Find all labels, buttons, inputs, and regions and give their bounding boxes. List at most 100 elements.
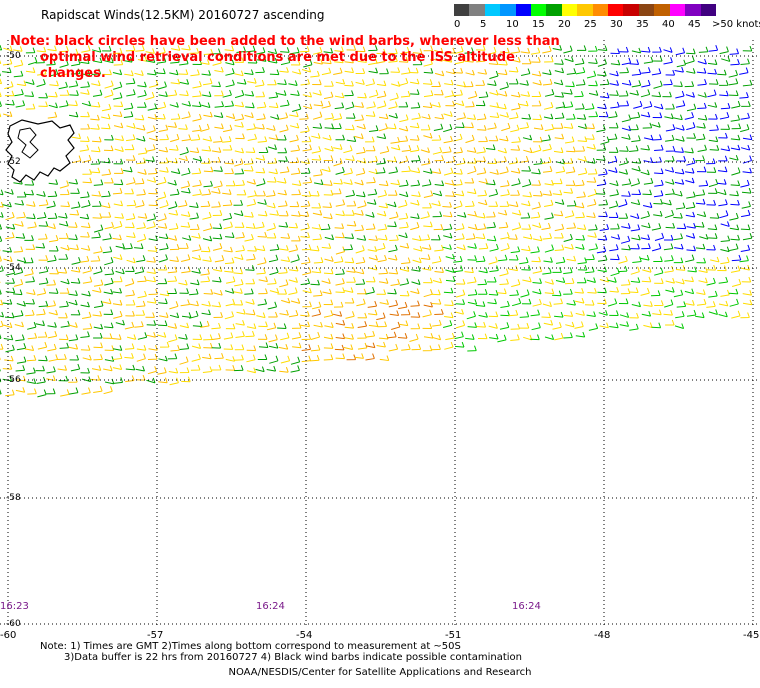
wind-barb	[499, 322, 510, 330]
wind-barb	[300, 278, 311, 286]
wind-barb	[619, 67, 629, 74]
wind-barb	[82, 311, 92, 319]
wind-barb	[467, 289, 478, 296]
wind-barb	[410, 300, 420, 307]
wind-barb	[434, 113, 445, 120]
wind-barb	[422, 202, 432, 209]
wind-barb	[279, 309, 289, 316]
wind-barb	[521, 200, 531, 207]
wind-barb	[202, 366, 213, 373]
wind-barb	[37, 341, 48, 350]
wind-barb	[224, 45, 235, 52]
wind-barb	[300, 125, 310, 133]
wind-barb	[444, 179, 455, 186]
wind-barb	[445, 156, 456, 164]
wind-barb	[675, 278, 685, 285]
wind-barb	[390, 278, 400, 286]
wind-barb	[368, 235, 378, 241]
wind-barb	[256, 312, 266, 319]
wind-barb	[158, 298, 168, 305]
wind-barb	[37, 212, 47, 220]
wind-barb	[68, 290, 78, 296]
wind-barb	[398, 77, 409, 86]
wind-barb	[93, 246, 103, 254]
wind-barb	[236, 46, 246, 53]
wind-barb	[69, 90, 79, 96]
wind-barb	[609, 244, 619, 252]
wind-barb	[234, 101, 245, 108]
wind-barb	[212, 266, 223, 272]
wind-barb	[685, 92, 695, 98]
falkland-islands-east	[17, 127, 39, 159]
wind-barb	[619, 100, 630, 107]
wind-barb	[685, 177, 695, 184]
wind-barb	[365, 136, 375, 143]
wind-barb	[93, 323, 104, 330]
wind-barb	[137, 290, 147, 299]
wind-barb	[399, 242, 410, 249]
wind-barb	[542, 233, 552, 240]
wind-barb	[24, 257, 34, 264]
wind-barb	[112, 334, 122, 340]
wind-barb	[178, 200, 188, 208]
wind-barb	[478, 199, 488, 206]
wind-barb	[246, 198, 257, 207]
wind-barb	[302, 144, 312, 152]
wind-barb	[203, 78, 213, 86]
wind-barb	[355, 245, 365, 254]
wind-barb	[356, 46, 366, 53]
wind-barb	[575, 310, 585, 316]
wind-barb	[312, 111, 323, 120]
wind-barb	[532, 288, 542, 295]
wind-barb	[290, 47, 300, 55]
legend-swatch	[500, 4, 516, 16]
wind-barb	[686, 191, 696, 199]
wind-barb	[575, 234, 586, 241]
wind-barb	[369, 125, 379, 132]
wind-barb	[266, 125, 276, 131]
wind-barb	[244, 234, 254, 242]
wind-barb	[642, 202, 653, 208]
wind-barb	[663, 310, 673, 316]
wind-barb	[13, 267, 24, 276]
wind-barb	[244, 69, 254, 75]
wind-barb	[598, 199, 609, 206]
wind-barb	[312, 209, 323, 216]
wind-barb	[80, 191, 90, 199]
wind-barb	[158, 355, 168, 362]
wind-barb	[92, 89, 103, 97]
wind-barb	[665, 319, 675, 326]
wind-barb	[444, 341, 454, 350]
wind-barb	[170, 345, 180, 352]
wind-barb	[289, 157, 300, 164]
wind-barb	[25, 103, 36, 110]
wind-barb	[213, 136, 223, 143]
wind-barb	[478, 267, 488, 274]
wind-barb	[189, 288, 199, 296]
wind-barb	[91, 47, 102, 53]
wind-barb	[278, 267, 288, 274]
wind-barb	[467, 224, 478, 230]
wind-barb	[281, 297, 291, 304]
wind-barb	[434, 47, 444, 54]
wind-barb	[36, 288, 47, 296]
wind-barb	[80, 245, 91, 251]
wind-barb	[200, 246, 211, 253]
wind-barb	[137, 213, 148, 219]
wind-barb	[564, 210, 575, 219]
wind-barb	[740, 58, 750, 65]
wind-barb	[323, 268, 334, 275]
wind-barb	[563, 123, 574, 129]
wind-barb	[0, 334, 2, 339]
wind-barb	[564, 243, 574, 250]
wind-barb	[709, 145, 720, 151]
wind-barb	[278, 200, 288, 208]
wind-barb	[410, 179, 421, 187]
wind-barb	[388, 254, 398, 261]
wind-barb	[245, 147, 256, 153]
wind-barb	[14, 221, 24, 227]
wind-barb	[170, 168, 181, 175]
wind-barb	[423, 132, 433, 139]
wind-barb	[685, 254, 695, 263]
wind-barb	[244, 90, 255, 97]
